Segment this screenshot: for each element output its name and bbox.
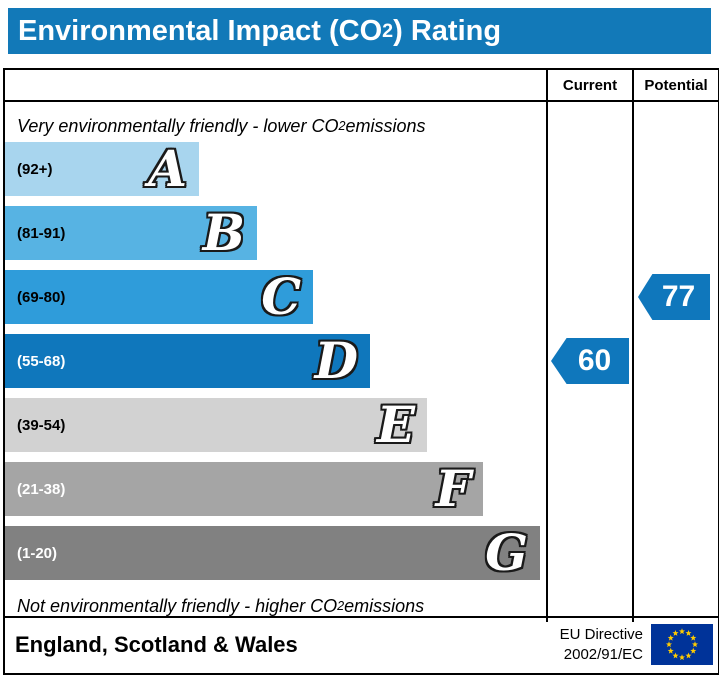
rating-bar-d: (55-68) D xyxy=(5,334,370,388)
rating-bar-b: (81-91) B xyxy=(5,206,257,260)
rating-bar-e: (39-54) E xyxy=(5,398,427,452)
band-letter-a: A xyxy=(148,139,187,198)
current-rating-value: 60 xyxy=(577,344,612,377)
eu-flag-icon xyxy=(651,624,713,665)
band-range-label-f: (21-38) xyxy=(17,480,66,498)
page-title-text-end: ) Rating xyxy=(393,14,502,47)
header-current-label: Current xyxy=(546,70,632,102)
current-column xyxy=(546,102,632,622)
band-range-label-a: (92+) xyxy=(17,160,53,178)
rating-bar-f: (21-38) F xyxy=(5,462,483,516)
rating-band-e: (39-54) E xyxy=(5,398,546,462)
chart-frame: Current Potential Very environmentally f… xyxy=(3,68,719,675)
rating-bar-c: (69-80) C xyxy=(5,270,313,324)
top-note-text: Very environmentally friendly - lower CO xyxy=(17,115,339,136)
potential-rating-value: 77 xyxy=(661,280,696,313)
rating-band-a: (92+) A xyxy=(5,142,546,206)
header-spacer xyxy=(5,70,546,102)
rating-band-b: (81-91) B xyxy=(5,206,546,270)
band-range-label-e: (39-54) xyxy=(17,416,66,434)
band-letter-g: G xyxy=(485,523,528,582)
top-note: Very environmentally friendly - lower CO… xyxy=(17,115,426,136)
band-letter-b: B xyxy=(202,203,245,262)
potential-column xyxy=(632,102,718,622)
band-letter-f: F xyxy=(435,459,472,518)
top-note-text-end: emissions xyxy=(345,115,426,136)
header-potential-label: Potential xyxy=(632,70,718,102)
potential-rating-marker: 77 xyxy=(638,274,710,320)
band-range-label-c: (69-80) xyxy=(17,288,66,306)
rating-band-g: (1-20) G xyxy=(5,526,546,590)
chart-footer: England, Scotland & Wales EU Directive 2… xyxy=(5,618,718,671)
band-letter-c: C xyxy=(261,267,301,326)
rating-bar-g: (1-20) G xyxy=(5,526,540,580)
current-rating-marker: 60 xyxy=(551,338,629,384)
rating-band-f: (21-38) F xyxy=(5,462,546,526)
bottom-note-text-end: emissions xyxy=(344,595,425,616)
eu-directive-line1: EU Directive xyxy=(559,626,643,643)
bottom-note-text: Not environmentally friendly - higher CO xyxy=(17,595,338,616)
band-range-label-g: (1-20) xyxy=(17,544,58,562)
rating-bar-a: (92+) A xyxy=(5,142,199,196)
page-title: Environmental Impact (CO 2) Rating xyxy=(8,8,711,54)
footer-region-label: England, Scotland & Wales xyxy=(15,631,298,657)
bottom-note: Not environmentally friendly - higher CO… xyxy=(17,595,425,616)
page-title-text: Environmental Impact (CO xyxy=(18,14,383,47)
rating-chart: Current Potential Very environmentally f… xyxy=(5,70,718,622)
band-letter-e: E xyxy=(376,395,415,454)
eu-directive-label: EU Directive 2002/91/EC xyxy=(560,625,643,664)
eu-directive-line2: 2002/91/EC xyxy=(563,645,643,663)
band-range-label-b: (81-91) xyxy=(17,224,66,242)
band-range-label-d: (55-68) xyxy=(17,352,66,370)
rating-band-c: (69-80) C xyxy=(5,270,546,334)
rating-band-d: (55-68) D xyxy=(5,334,546,398)
band-letter-d: D xyxy=(314,331,358,390)
band-area: Very environmentally friendly - lower CO… xyxy=(5,102,546,622)
